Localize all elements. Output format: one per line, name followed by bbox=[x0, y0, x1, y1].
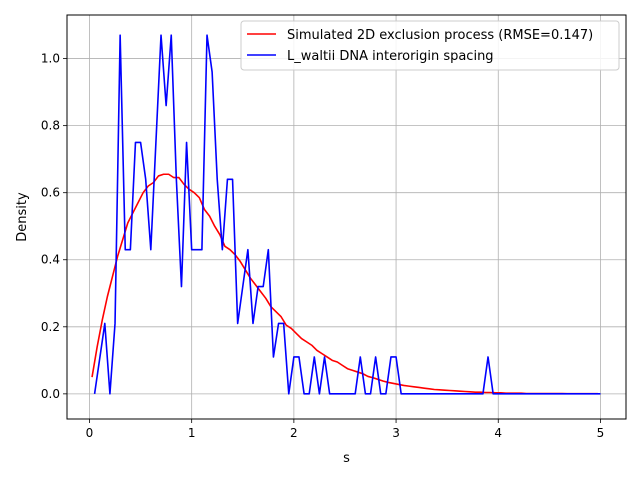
legend-label-simulated: Simulated 2D exclusion process (RMSE=0.1… bbox=[287, 28, 593, 43]
x-tick-label: 1 bbox=[188, 426, 196, 440]
y-tick-label: 0.4 bbox=[41, 253, 60, 267]
series-line-lwaltii bbox=[93, 34, 601, 395]
ticks: 0 1 2 3 4 5 0.0 0.2 0.4 0.6 0.8 1.0 bbox=[41, 52, 604, 440]
series-lines bbox=[91, 34, 601, 395]
y-axis-label: Density bbox=[15, 192, 30, 242]
x-tick-label: 2 bbox=[290, 426, 298, 440]
y-tick-label: 0.2 bbox=[41, 320, 60, 334]
x-tick-label: 0 bbox=[86, 426, 94, 440]
legend-box bbox=[240, 20, 620, 71]
y-tick-label: 0.6 bbox=[41, 186, 60, 200]
y-tick-label: 0.0 bbox=[41, 387, 60, 401]
y-tick-label: 0.8 bbox=[41, 119, 60, 133]
y-tick-label: 1.0 bbox=[41, 52, 60, 66]
x-tick-label: 5 bbox=[597, 426, 605, 440]
x-axis-label: s bbox=[343, 451, 350, 466]
grid bbox=[67, 15, 626, 419]
legend-label-lwaltii: L_waltii DNA interorigin spacing bbox=[287, 49, 494, 64]
plot-area bbox=[67, 15, 626, 419]
x-tick-label: 4 bbox=[494, 426, 502, 440]
plot-frame bbox=[66, 14, 627, 420]
x-tick-label: 3 bbox=[392, 426, 400, 440]
legend: Simulated 2D exclusion process (RMSE=0.1… bbox=[240, 20, 620, 71]
